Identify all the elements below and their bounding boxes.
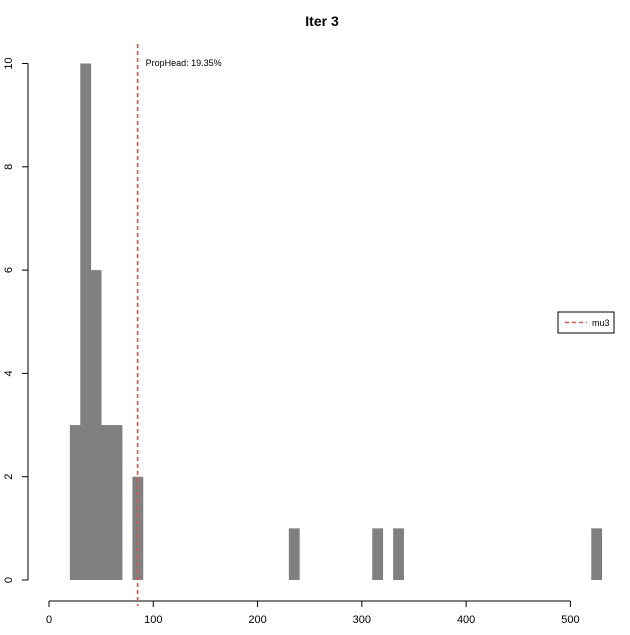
histogram-bar-4 — [111, 425, 123, 580]
y-tick-label-4: 4 — [3, 370, 15, 376]
chart-title: Iter 3 — [305, 13, 339, 29]
y-tick-label-6: 6 — [3, 267, 15, 273]
x-tick-label-400: 400 — [457, 614, 475, 626]
prophead-annotation: PropHead: 19.35% — [146, 58, 222, 68]
axes-layer: 0 100 200 300 400 500 0 2 4 6 8 10 — [3, 57, 580, 626]
legend-label-mu3: mu3 — [592, 318, 610, 328]
histogram-bar-2 — [90, 270, 102, 580]
histogram-bar-6 — [288, 528, 300, 580]
histogram-bar-8 — [393, 528, 404, 580]
legend: mu3 — [557, 311, 615, 334]
x-tick-label-100: 100 — [144, 614, 162, 626]
y-tick-label-2: 2 — [3, 474, 15, 480]
histogram-bar-3 — [101, 425, 112, 580]
histogram-bar-7 — [372, 528, 384, 580]
y-tick-label-10: 10 — [3, 57, 15, 69]
histogram-bar-0 — [69, 425, 81, 580]
x-tick-label-300: 300 — [353, 614, 371, 626]
bars-layer — [69, 63, 603, 580]
y-tick-label-0: 0 — [3, 577, 15, 583]
y-tick-label-8: 8 — [3, 164, 15, 170]
x-tick-label-0: 0 — [46, 614, 52, 626]
x-tick-label-200: 200 — [248, 614, 266, 626]
histogram-bar-1 — [80, 63, 92, 580]
histogram-bar-9 — [591, 528, 603, 580]
x-tick-label-500: 500 — [561, 614, 579, 626]
